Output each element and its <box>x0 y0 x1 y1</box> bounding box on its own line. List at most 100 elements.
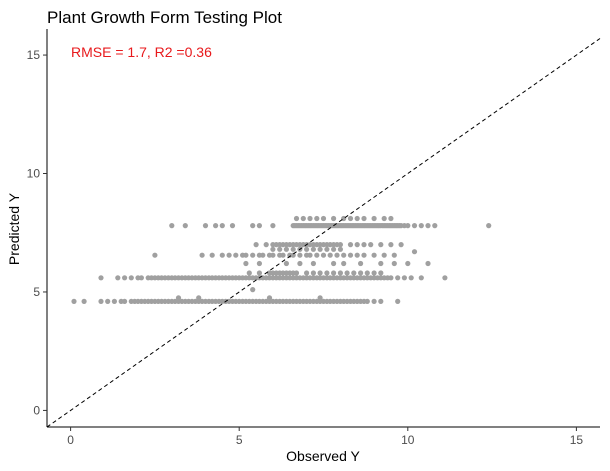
data-point <box>324 246 330 252</box>
data-point <box>371 270 377 276</box>
data-point <box>219 252 225 258</box>
data-point <box>361 215 367 222</box>
y-tick-label: 10 <box>27 167 41 181</box>
data-point <box>317 270 323 276</box>
plot-area: RMSE = 1.7, R2 =0.36 <box>46 38 601 428</box>
data-point <box>317 246 323 252</box>
data-point <box>98 275 104 281</box>
data-point <box>256 223 262 229</box>
data-point <box>358 270 364 276</box>
data-point <box>297 260 303 267</box>
data-point <box>347 242 354 248</box>
data-point <box>405 260 411 267</box>
data-point <box>138 275 144 281</box>
data-point <box>246 270 252 276</box>
data-point <box>277 246 283 252</box>
data-point <box>361 242 367 248</box>
data-point <box>486 223 492 229</box>
data-point <box>98 298 104 304</box>
data-point <box>320 252 327 258</box>
data-point <box>408 275 414 281</box>
y-tick-label: 15 <box>27 48 41 62</box>
data-point <box>378 298 384 304</box>
y-tick-label: 0 <box>33 403 40 417</box>
data-point <box>250 252 256 258</box>
data-point <box>388 215 394 222</box>
data-point <box>324 270 330 276</box>
data-point <box>347 215 354 222</box>
data-point <box>310 270 316 276</box>
rmse-r2-annotation: RMSE = 1.7, R2 =0.36 <box>71 44 212 60</box>
data-points <box>71 215 492 304</box>
data-point <box>398 242 404 248</box>
data-point <box>378 260 384 267</box>
data-point <box>354 252 360 258</box>
data-point <box>411 249 418 255</box>
data-point <box>122 275 128 281</box>
y-axis-title: Predicted Y <box>6 192 22 265</box>
data-point <box>209 252 215 258</box>
x-tick-label: 0 <box>67 433 74 447</box>
data-point <box>371 298 377 304</box>
data-point <box>331 260 337 267</box>
data-point <box>347 252 354 258</box>
data-point <box>226 252 232 258</box>
data-point <box>361 252 367 258</box>
data-point <box>250 223 256 229</box>
data-point <box>233 252 239 258</box>
data-point <box>122 298 128 304</box>
x-tick-label: 5 <box>236 433 243 447</box>
data-point <box>213 223 219 229</box>
data-point <box>395 298 401 304</box>
data-point <box>300 215 306 222</box>
data-point <box>381 252 387 258</box>
data-point <box>219 223 225 229</box>
data-point <box>256 260 262 267</box>
data-point <box>310 260 316 267</box>
data-point <box>250 287 256 293</box>
data-point <box>371 252 377 258</box>
data-point <box>391 252 397 258</box>
x-tick-label: 15 <box>570 433 584 447</box>
data-point <box>391 260 397 267</box>
data-point <box>304 270 310 276</box>
data-point <box>270 252 276 258</box>
data-point <box>418 275 424 281</box>
x-axis-title: Observed Y <box>286 448 360 464</box>
data-point <box>344 270 350 276</box>
data-point <box>280 252 286 258</box>
data-point <box>307 252 313 258</box>
data-point <box>327 252 333 258</box>
data-point <box>283 246 289 252</box>
y-axis-ticks: 0 5 10 15 <box>27 48 47 417</box>
data-point <box>425 223 431 229</box>
data-point <box>199 252 205 258</box>
data-point <box>337 242 343 248</box>
data-point <box>320 215 327 222</box>
data-point <box>334 252 340 258</box>
data-point <box>260 252 266 258</box>
data-point <box>270 223 276 229</box>
data-point <box>354 242 360 248</box>
data-point <box>290 246 296 252</box>
data-point <box>71 298 77 304</box>
data-point <box>354 215 360 222</box>
data-point <box>331 246 337 252</box>
data-point <box>314 215 320 222</box>
x-axis-ticks: 0 5 10 15 <box>67 427 583 447</box>
data-point <box>229 223 236 229</box>
data-point <box>115 275 121 281</box>
chart-title: Plant Growth Form Testing Plot <box>47 8 282 27</box>
data-point <box>388 275 394 281</box>
data-point <box>182 223 188 229</box>
data-point <box>304 246 310 252</box>
data-point <box>432 223 438 229</box>
data-point <box>243 260 249 267</box>
data-point <box>128 275 134 281</box>
data-point <box>105 298 111 304</box>
data-point <box>364 270 370 276</box>
data-point <box>388 242 394 248</box>
data-point <box>371 215 377 222</box>
data-point <box>331 270 337 276</box>
data-point <box>293 215 300 222</box>
